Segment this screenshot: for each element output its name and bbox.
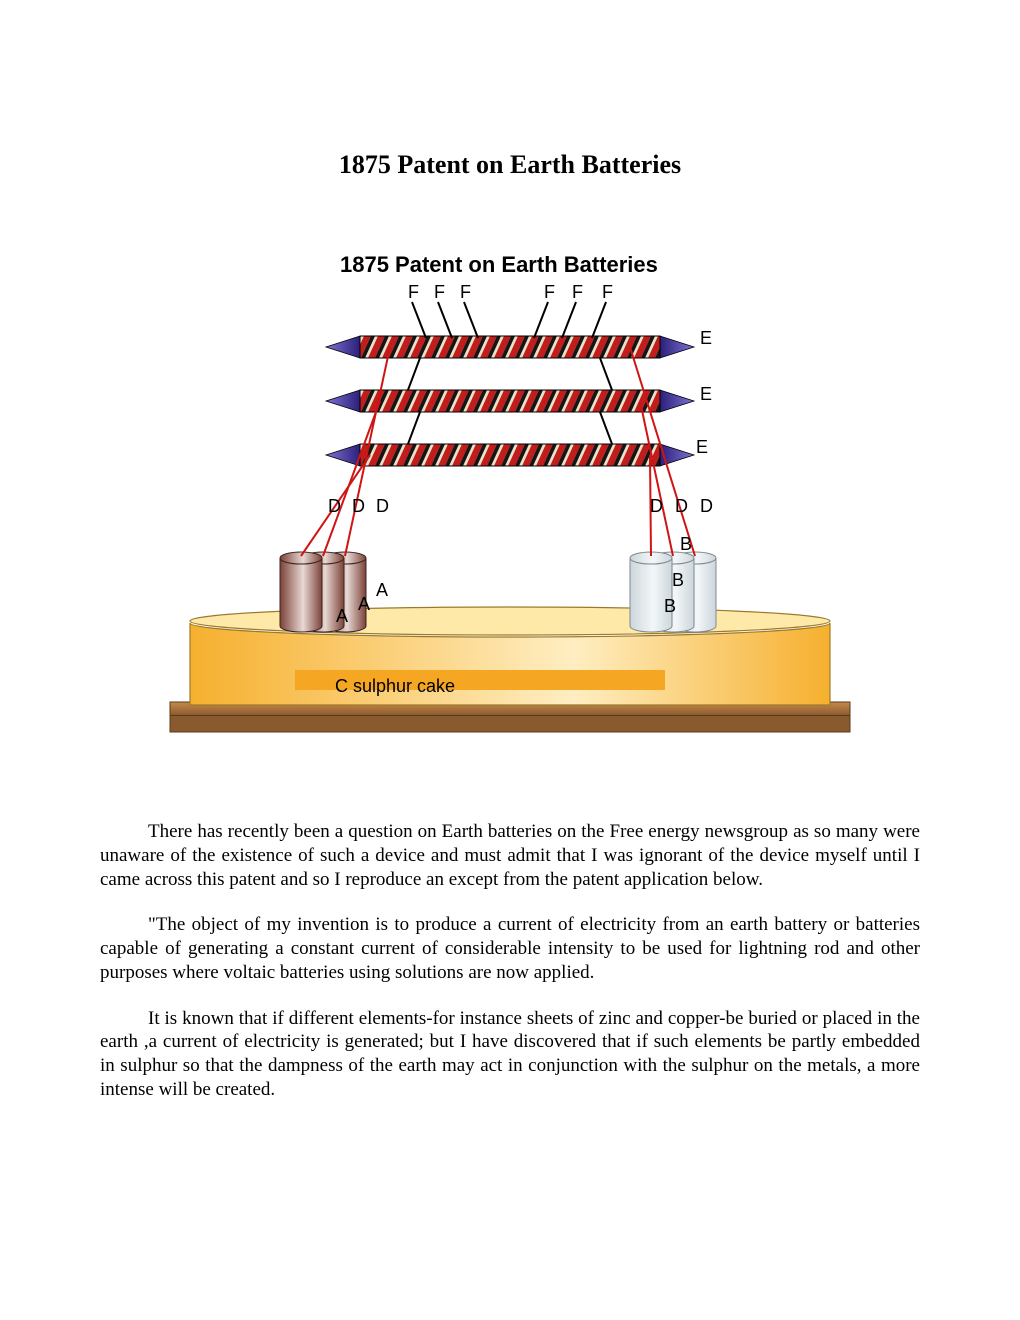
paragraph-3: It is known that if different elements-f… [100,1007,920,1102]
svg-text:F: F [572,282,583,302]
svg-text:F: F [602,282,613,302]
page-title: 1875 Patent on Earth Batteries [100,150,920,180]
paragraph-2: "The object of my invention is to produc… [100,913,920,984]
svg-text:D: D [700,496,713,516]
svg-text:E: E [700,384,712,404]
svg-text:D: D [650,496,663,516]
svg-text:F: F [544,282,555,302]
paragraph-1: There has recently been a question on Ea… [100,820,920,891]
svg-text:D: D [352,496,365,516]
svg-text:B: B [672,570,684,590]
svg-text:B: B [664,596,676,616]
svg-text:D: D [376,496,389,516]
svg-text:F: F [408,282,419,302]
patent-diagram: C sulphur cake 1875 Patent on Earth Batte… [100,240,920,740]
svg-text:F: F [434,282,445,302]
svg-text:C sulphur cake: C sulphur cake [335,676,455,696]
svg-text:A: A [336,606,348,626]
svg-text:A: A [358,594,370,614]
svg-text:E: E [700,328,712,348]
svg-text:D: D [328,496,341,516]
svg-text:B: B [680,534,692,554]
document-page: 1875 Patent on Earth Batteries C sulphur… [0,0,1020,1184]
diagram-svg: C sulphur cake 1875 Patent on Earth Batte… [160,240,860,740]
svg-text:A: A [376,580,388,600]
svg-text:1875 Patent on Earth Batteries: 1875 Patent on Earth Batteries [340,252,658,277]
svg-text:F: F [460,282,471,302]
svg-text:E: E [696,437,708,457]
svg-text:D: D [675,496,688,516]
